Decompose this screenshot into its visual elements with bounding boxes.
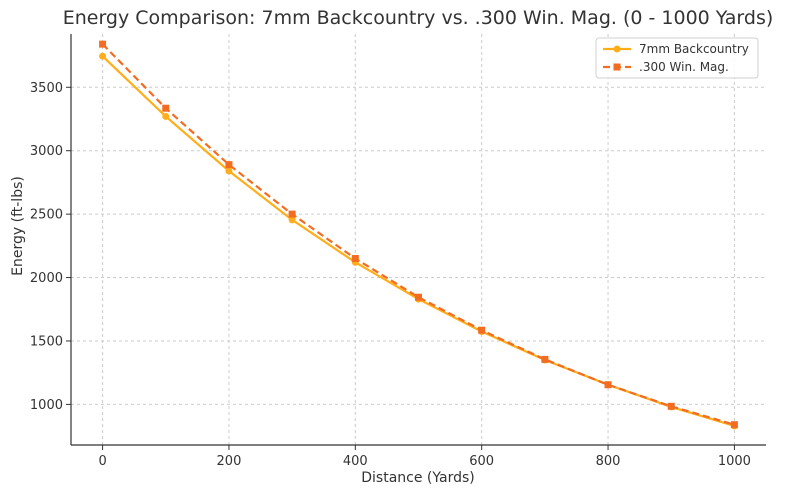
series-group [99, 40, 738, 430]
legend-label: .300 Win. Mag. [639, 60, 729, 74]
data-point [162, 104, 170, 112]
data-point [667, 402, 675, 410]
data-point [351, 255, 359, 263]
data-point [478, 326, 486, 334]
y-tick-label: 3500 [30, 81, 63, 96]
data-point [541, 355, 549, 363]
legend-swatch-marker [613, 45, 621, 53]
y-tick-label: 3000 [30, 144, 63, 159]
y-tick-label: 2500 [30, 208, 63, 223]
x-tick-label: 1000 [718, 454, 751, 469]
chart-title: Energy Comparison: 7mm Backcountry vs. .… [63, 7, 774, 29]
series-line [101, 43, 735, 426]
x-tick-label: 400 [343, 454, 368, 469]
data-point [225, 167, 233, 175]
data-point [415, 293, 422, 301]
data-point [99, 40, 107, 48]
y-axis-label: Energy (ft-lbs) [10, 176, 26, 276]
legend-label: 7mm Backcountry [639, 42, 749, 56]
legend-box [595, 37, 759, 79]
y-tick-label: 1000 [30, 398, 63, 413]
data-point [225, 161, 233, 169]
legend: 7mm Backcountry .300 Win. Mag. [595, 37, 759, 79]
legend-swatch-marker [613, 63, 621, 71]
data-point [730, 421, 738, 429]
x-axis-label: Distance (Yards) [361, 470, 474, 486]
axes: 0 200 400 600 800 1000 1000 1500 2000 2500 3000 350… [30, 34, 766, 469]
grid [71, 34, 766, 445]
x-tick-label: 0 [98, 454, 106, 469]
data-point [162, 112, 170, 120]
x-tick-label: 200 [217, 454, 242, 469]
x-tick-label: 600 [469, 454, 494, 469]
data-point [604, 381, 612, 389]
series-line [101, 55, 735, 428]
data-point [288, 210, 296, 218]
x-tick-label: 800 [596, 454, 621, 469]
data-point [99, 52, 107, 60]
data-point [288, 216, 296, 224]
y-tick-label: 2000 [30, 271, 63, 286]
y-tick-label: 1500 [30, 334, 63, 349]
